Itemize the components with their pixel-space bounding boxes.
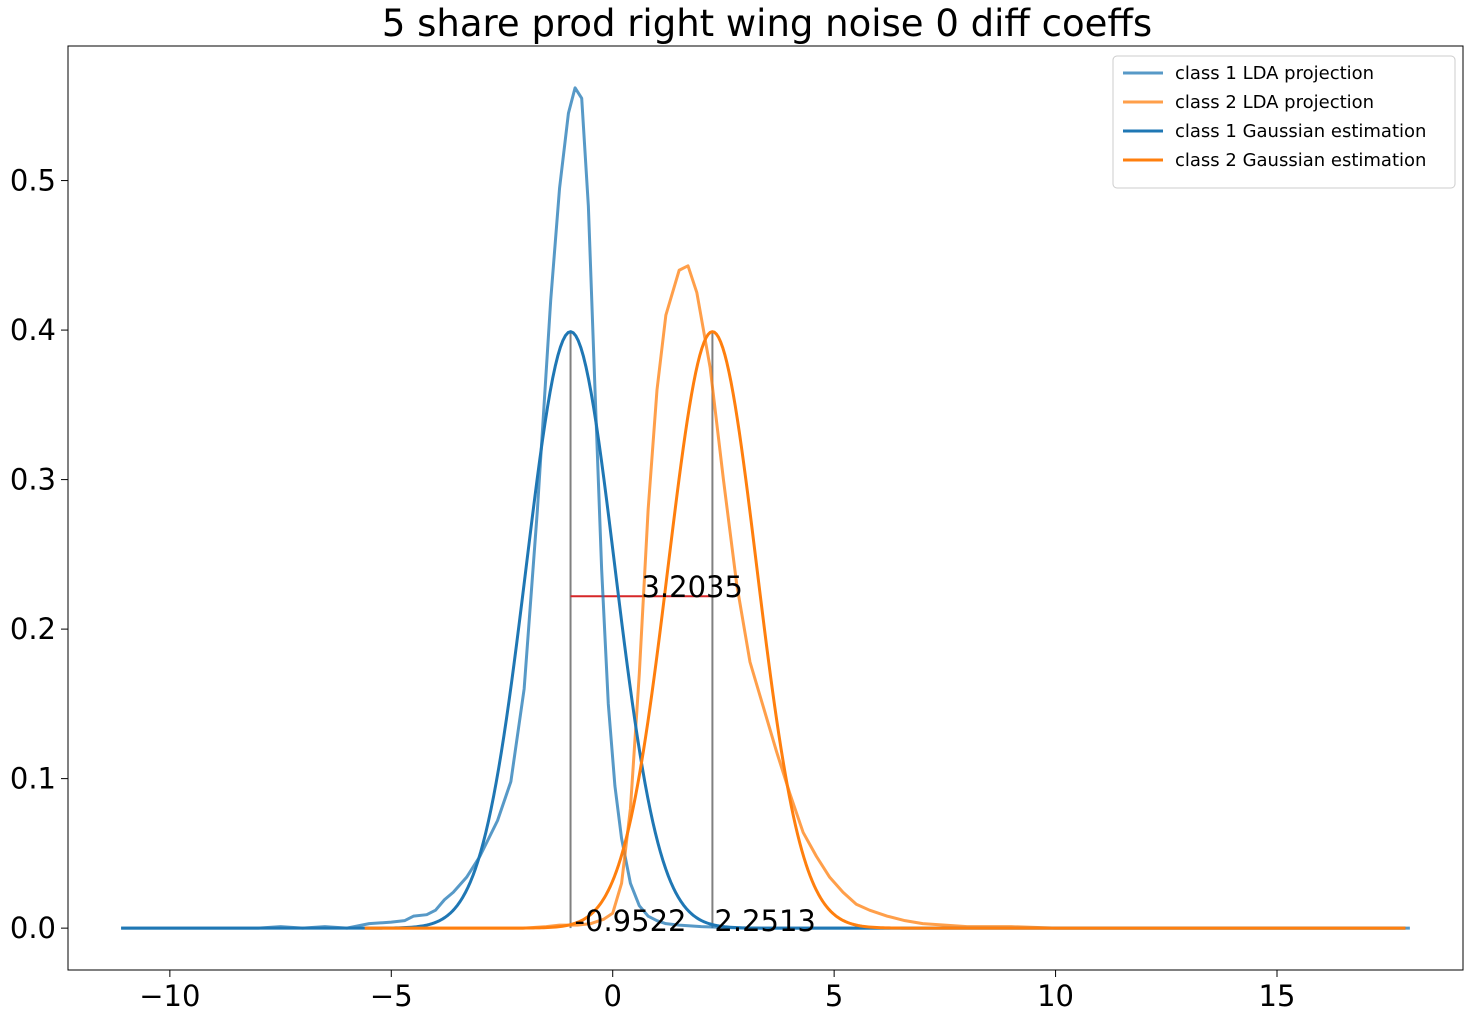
- x-axis: −10 −5 0 5 10 15: [139, 970, 1295, 1013]
- x-tick-label: −5: [370, 979, 413, 1013]
- distance-label: 3.2035: [641, 570, 742, 604]
- y-tick-label: 0.4: [10, 313, 56, 347]
- y-tick-label: 0.3: [10, 463, 56, 497]
- mean2-label: 2.2513: [714, 904, 815, 938]
- y-axis: 0.0 0.1 0.2 0.3 0.4 0.5: [10, 164, 68, 945]
- x-tick-label: 5: [825, 979, 843, 1013]
- legend-label: class 2 Gaussian estimation: [1175, 150, 1426, 171]
- legend-label: class 2 LDA projection: [1175, 92, 1374, 113]
- y-tick-label: 0.5: [10, 164, 56, 198]
- plot-area: -0.9522 2.2513 3.2035: [121, 86, 1410, 938]
- legend-label: class 1 LDA projection: [1175, 63, 1374, 84]
- x-tick-label: 0: [603, 979, 621, 1013]
- x-tick-label: 10: [1037, 979, 1074, 1013]
- chart-title: 5 share prod right wing noise 0 diff coe…: [382, 2, 1152, 45]
- legend-label: class 1 Gaussian estimation: [1175, 121, 1426, 142]
- series-line-2: [364, 264, 1406, 930]
- x-tick-label: 15: [1259, 979, 1296, 1013]
- axes-frame: [67, 45, 1464, 971]
- series-line-1: [121, 86, 1410, 930]
- legend: class 1 LDA projection class 2 LDA projec…: [1112, 55, 1456, 189]
- y-tick-label: 0.1: [10, 762, 56, 796]
- series-line-4: [364, 330, 1406, 930]
- y-tick-label: 0.2: [10, 612, 56, 646]
- y-tick-label: 0.0: [10, 911, 56, 945]
- legend-box: [1112, 55, 1456, 189]
- x-tick-label: −10: [139, 979, 200, 1013]
- mean1-label: -0.9522: [575, 904, 687, 938]
